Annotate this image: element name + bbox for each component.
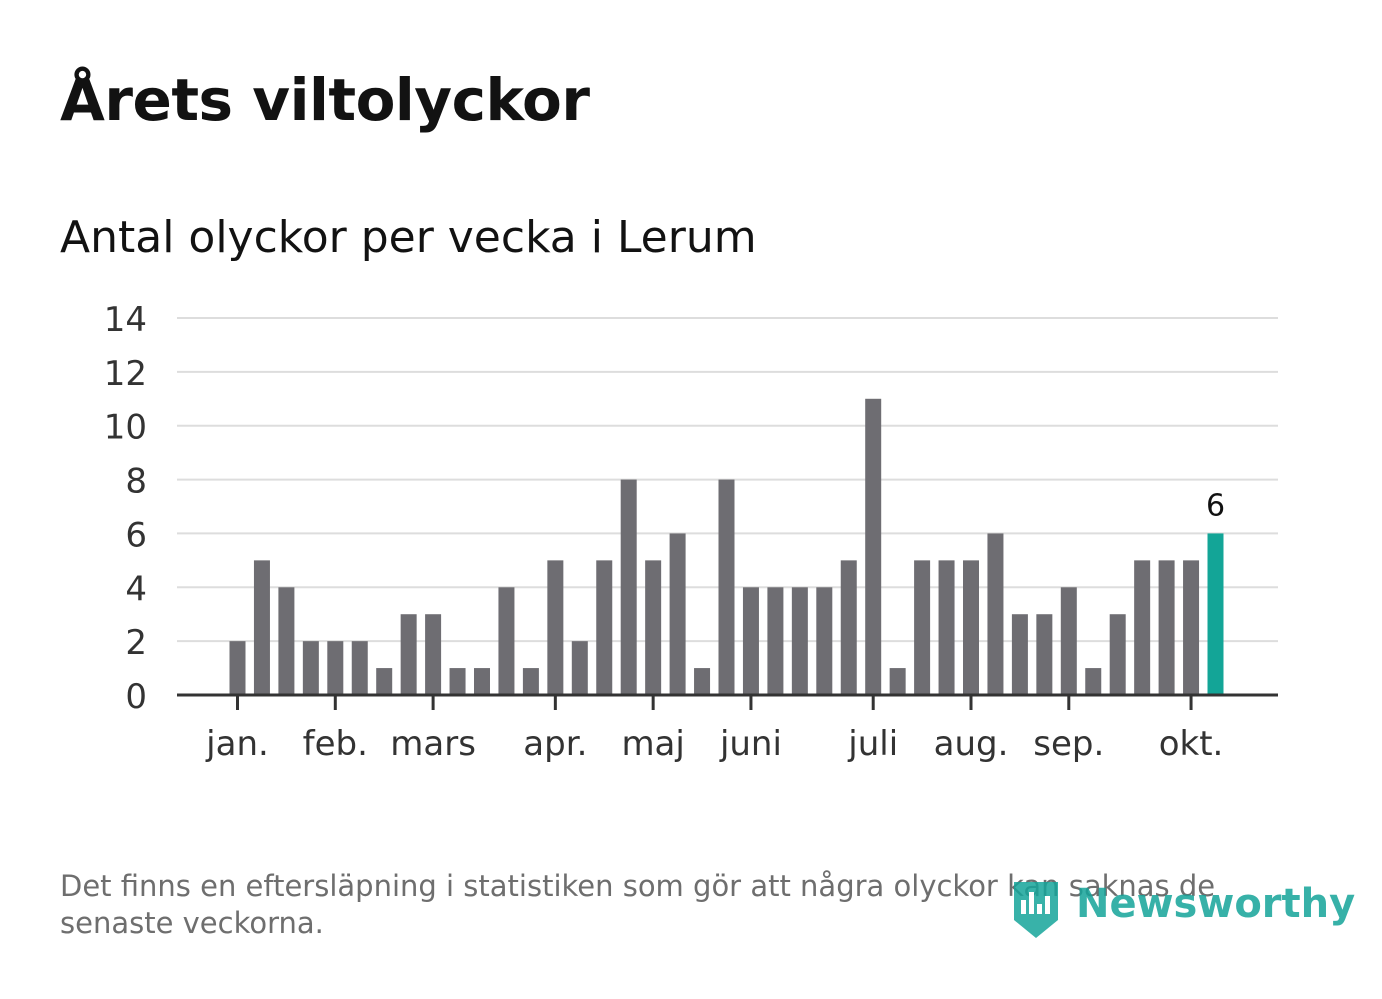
- x-tick-label: okt.: [1159, 724, 1224, 764]
- y-tick-label: 2: [125, 623, 147, 663]
- chart-title: Årets viltolyckor: [60, 66, 590, 134]
- bar: [327, 641, 344, 695]
- bar: [547, 560, 564, 695]
- bar: [987, 533, 1004, 695]
- bar: [1060, 587, 1077, 695]
- bar: [278, 587, 295, 695]
- bar: [1109, 614, 1126, 695]
- bar: [1011, 614, 1028, 695]
- x-tick-label: maj: [621, 724, 684, 764]
- bar: [376, 668, 393, 695]
- bar: [571, 641, 588, 695]
- bar: [1134, 560, 1151, 695]
- bar: [425, 614, 442, 695]
- chart-subtitle: Antal olyckor per vecka i Lerum: [60, 212, 757, 263]
- bar: [840, 560, 857, 695]
- x-tick-label: jan.: [205, 724, 269, 764]
- bar: [522, 668, 539, 695]
- bar: [816, 587, 833, 695]
- bar: [718, 479, 735, 695]
- bar: [229, 641, 246, 695]
- bar: [914, 560, 931, 695]
- brand-name: Newsworthy: [1076, 881, 1356, 927]
- x-tick-label: juli: [847, 724, 898, 764]
- bar: [253, 560, 270, 695]
- bar: [889, 668, 906, 695]
- bar: [1207, 533, 1224, 695]
- bar: [474, 668, 490, 695]
- bar: [963, 560, 979, 695]
- y-tick-label: 8: [125, 462, 147, 502]
- x-tick-label: mars: [390, 724, 476, 764]
- y-tick-label: 0: [125, 677, 147, 717]
- x-tick-label: feb.: [303, 724, 368, 764]
- newsworthy-logo-icon: [1014, 882, 1058, 938]
- bar: [669, 533, 686, 695]
- bar: [645, 560, 662, 695]
- bar: [1158, 560, 1175, 695]
- bar: [302, 641, 319, 695]
- x-tick-label: sep.: [1033, 724, 1104, 764]
- bar: [767, 587, 784, 695]
- bar: [1085, 668, 1102, 695]
- bar: [596, 560, 613, 695]
- bar: [865, 398, 882, 695]
- bar: [351, 641, 368, 695]
- bar: [938, 560, 955, 695]
- y-tick-label: 12: [104, 354, 147, 394]
- bar: [1183, 560, 1200, 695]
- y-tick-label: 10: [104, 408, 147, 448]
- y-tick-label: 4: [125, 569, 147, 609]
- bar: [694, 668, 711, 695]
- newsworthy-logo[interactable]: Newsworthy: [1010, 876, 1355, 946]
- bar-chart: 0 2 4 6 8 10 12 14 jan. feb. mars apr. maj juni juli au…: [104, 300, 1278, 764]
- y-tick-label: 14: [104, 300, 147, 340]
- bar: [620, 479, 637, 695]
- bar: [400, 614, 417, 695]
- bar: [742, 587, 759, 695]
- bar: [1036, 614, 1053, 695]
- bar: [449, 668, 466, 695]
- x-tick-label: apr.: [523, 724, 587, 764]
- y-tick-label: 6: [125, 515, 147, 555]
- x-tick-label: juni: [719, 724, 782, 764]
- data-label: 6: [1206, 488, 1225, 523]
- bar: [791, 587, 808, 695]
- x-tick-label: aug.: [934, 724, 1009, 764]
- bar: [498, 587, 515, 695]
